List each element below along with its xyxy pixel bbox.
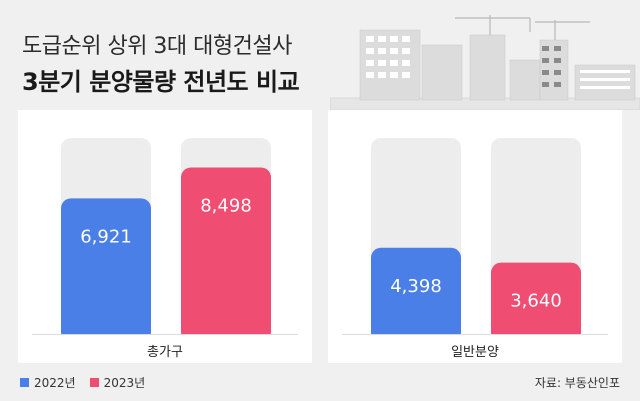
- axis-divider: [32, 334, 298, 335]
- bar-chart-general-sale: 4,398 3,640: [328, 138, 622, 363]
- data-label-0-0: 6,921: [80, 226, 132, 247]
- legend-swatch-2022: [20, 378, 29, 387]
- legend-label-2022: 2022년: [34, 376, 76, 390]
- bar-chart-total-households: 6,921 8,498: [18, 138, 312, 363]
- bar-0-0: [61, 198, 151, 342]
- chart-title-line1: 도급순위 상위 3대 대형건설사: [22, 34, 292, 59]
- bar-0-1: [181, 167, 271, 342]
- legend-swatch-2023: [89, 378, 99, 387]
- data-label-1-1: 3,640: [510, 291, 562, 312]
- bar-1-1: [491, 262, 581, 342]
- data-label-1-0: 4,398: [390, 276, 442, 297]
- axis-divider: [342, 334, 608, 335]
- legend-label-2023: 2023년: [103, 376, 146, 390]
- data-label-0-1: 8,498: [200, 195, 252, 216]
- legend: 2022년 2023년: [20, 374, 145, 391]
- category-label-total-households: 총가구: [147, 345, 183, 360]
- baseline-mask: [328, 334, 622, 363]
- legend-item-2023: 2023년: [89, 374, 146, 391]
- buildings-illustration: [330, 15, 640, 110]
- chart-title-line2: 3분기 분양물량 전년도 비교: [22, 68, 300, 96]
- chart-panel-general-sale: 4,398 3,640 일반분양: [328, 110, 622, 363]
- category-label-general-sale: 일반분양: [451, 345, 499, 360]
- source-note: 자료: 부동산인포: [534, 376, 620, 390]
- chart-panel-total-households: 6,921 8,498 총가구: [18, 110, 312, 363]
- baseline-mask: [18, 334, 312, 363]
- bar-1-0: [371, 247, 461, 342]
- legend-item-2022: 2022년: [20, 374, 76, 391]
